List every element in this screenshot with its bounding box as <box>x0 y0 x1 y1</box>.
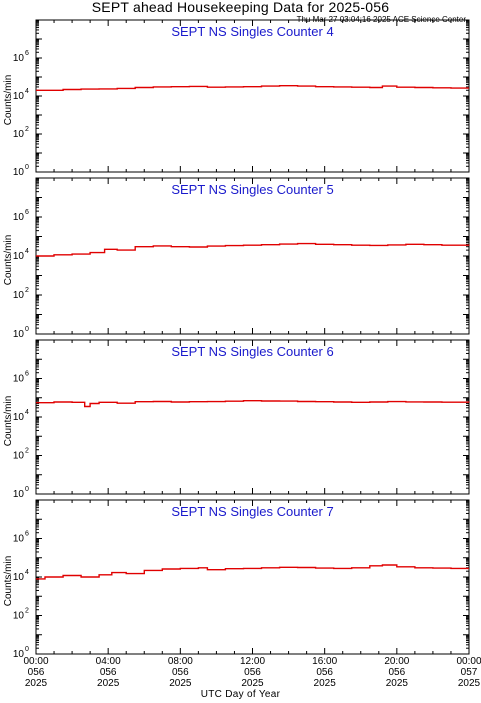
y-tick-label: 10 <box>13 489 25 500</box>
x-tick-label-time: 12:00 <box>240 656 265 667</box>
y-tick-exponent: 0 <box>25 164 29 171</box>
x-tick-label-year: 2025 <box>169 678 192 689</box>
y-tick-exponent: 4 <box>25 248 29 255</box>
y-tick-label: 10 <box>13 167 25 178</box>
y-tick-label: 10 <box>13 129 25 140</box>
x-tick-label-day: 056 <box>28 667 45 678</box>
x-tick-label-day: 056 <box>172 667 189 678</box>
x-tick-label-year: 2025 <box>458 678 481 689</box>
panel-title: SEPT NS Singles Counter 4 <box>171 24 333 39</box>
y-tick-label: 10 <box>13 412 25 423</box>
x-tick-label-year: 2025 <box>97 678 120 689</box>
y-axis-label: Counts/min <box>3 556 14 607</box>
plot-frame <box>35 339 470 495</box>
y-tick-label: 10 <box>13 649 25 660</box>
x-tick-label-time: 00:00 <box>456 656 481 667</box>
plot-frame <box>35 499 470 655</box>
y-tick-label: 10 <box>13 53 25 64</box>
plot-frame <box>35 177 470 335</box>
x-tick-label-year: 2025 <box>25 678 48 689</box>
x-axis-label: UTC Day of Year <box>200 689 281 700</box>
y-tick-label: 10 <box>13 451 25 462</box>
series-line <box>36 400 470 408</box>
y-axis-label: Counts/min <box>3 75 14 126</box>
series-line <box>36 85 469 91</box>
x-tick-label-year: 2025 <box>314 678 337 689</box>
y-tick-exponent: 6 <box>25 50 29 57</box>
y-tick-exponent: 2 <box>25 608 29 615</box>
panel-title: SEPT NS Singles Counter 5 <box>171 182 333 197</box>
panel-title: SEPT NS Singles Counter 7 <box>171 504 333 519</box>
y-tick-exponent: 2 <box>25 126 29 133</box>
y-tick-exponent: 6 <box>25 209 29 216</box>
y-tick-exponent: 2 <box>25 287 29 294</box>
x-tick-label-time: 16:00 <box>312 656 337 667</box>
y-tick-exponent: 4 <box>25 409 29 416</box>
y-tick-label: 10 <box>13 212 25 223</box>
y-tick-label: 10 <box>13 251 25 262</box>
x-tick-label-day: 056 <box>244 667 261 678</box>
x-tick-label-time: 04:00 <box>96 656 121 667</box>
x-tick-label-year: 2025 <box>386 678 409 689</box>
x-tick-label-time: 20:00 <box>384 656 409 667</box>
x-tick-label-day: 056 <box>388 667 405 678</box>
y-tick-exponent: 0 <box>25 326 29 333</box>
y-axis-label: Counts/min <box>3 235 14 286</box>
y-tick-exponent: 6 <box>25 531 29 538</box>
panel-title: SEPT NS Singles Counter 6 <box>171 344 333 359</box>
y-tick-label: 10 <box>13 91 25 102</box>
series-line <box>36 242 470 257</box>
x-tick-label-day: 056 <box>100 667 117 678</box>
x-tick-label-time: 00:00 <box>23 656 48 667</box>
y-tick-label: 10 <box>13 534 25 545</box>
y-tick-label: 10 <box>13 374 25 385</box>
x-tick-label-day: 056 <box>316 667 333 678</box>
y-tick-label: 10 <box>13 611 25 622</box>
x-tick-label-time: 08:00 <box>168 656 193 667</box>
y-axis-label: Counts/min <box>3 396 14 447</box>
page-title: SEPT ahead Housekeeping Data for 2025-05… <box>91 0 390 15</box>
plot-frame <box>35 19 470 173</box>
y-tick-exponent: 4 <box>25 569 29 576</box>
series-line <box>36 564 469 580</box>
y-tick-exponent: 6 <box>25 371 29 378</box>
y-tick-label: 10 <box>13 329 25 340</box>
x-tick-label-day: 057 <box>461 667 478 678</box>
y-tick-exponent: 0 <box>25 486 29 493</box>
y-tick-exponent: 2 <box>25 448 29 455</box>
y-tick-label: 10 <box>13 572 25 583</box>
y-tick-exponent: 4 <box>25 88 29 95</box>
y-tick-label: 10 <box>13 290 25 301</box>
x-tick-label-year: 2025 <box>241 678 264 689</box>
y-tick-exponent: 0 <box>25 646 29 653</box>
